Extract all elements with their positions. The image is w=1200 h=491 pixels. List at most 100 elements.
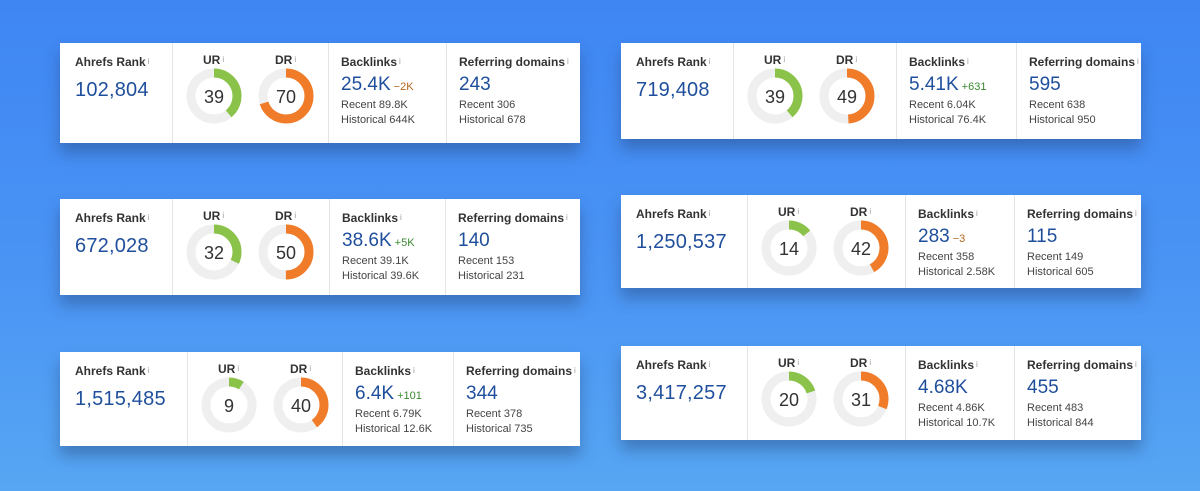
- info-icon[interactable]: i: [147, 57, 150, 66]
- backlinks-delta: −2K: [393, 81, 414, 93]
- referring-domains-section: Referring domains i 455 Recent 483 Histor…: [1015, 346, 1141, 440]
- backlinks-section: Backlinks i 25.4K −2K Recent 89.8K Histori…: [329, 43, 447, 143]
- info-icon[interactable]: i: [976, 209, 978, 218]
- referring-domains-value[interactable]: 140: [458, 230, 490, 251]
- info-icon[interactable]: i: [976, 360, 978, 369]
- backlinks-value[interactable]: 4.68K: [918, 377, 968, 398]
- info-icon[interactable]: i: [566, 213, 568, 222]
- ur-gauge: UR i 32: [185, 209, 243, 281]
- backlinks-value[interactable]: 38.6K: [342, 230, 392, 251]
- dr-label: DR i: [275, 209, 297, 223]
- info-icon[interactable]: i: [869, 207, 872, 216]
- ahrefs-rank-section: Ahrefs Rank i 102,804: [60, 43, 173, 143]
- info-icon[interactable]: i: [147, 366, 150, 375]
- dr-gauge: DR i 40: [272, 362, 330, 434]
- info-icon[interactable]: i: [1135, 360, 1137, 369]
- backlinks-value[interactable]: 5.41K: [909, 74, 959, 95]
- info-icon[interactable]: i: [855, 55, 858, 64]
- info-icon[interactable]: i: [147, 213, 150, 222]
- backlinks-historical: Historical 39.6K: [342, 270, 420, 282]
- backlinks-historical: Historical 12.6K: [355, 423, 433, 435]
- info-icon[interactable]: i: [237, 364, 240, 373]
- backlinks-delta: +101: [397, 390, 422, 402]
- backlinks-recent: Recent 358: [918, 251, 975, 263]
- referring-domains-value[interactable]: 595: [1029, 74, 1061, 95]
- info-icon[interactable]: i: [797, 358, 800, 367]
- rating-gauges-section: UR i 20 DR i 31: [748, 346, 906, 440]
- info-icon[interactable]: i: [222, 55, 225, 64]
- backlinks-historical: Historical 644K: [341, 114, 415, 126]
- backlinks-label: Backlinks i: [909, 55, 969, 69]
- info-icon[interactable]: i: [967, 57, 969, 66]
- info-icon[interactable]: i: [294, 55, 297, 64]
- svg-text:32: 32: [204, 243, 224, 263]
- ur-label: UR i: [778, 205, 800, 219]
- referring-domains-value[interactable]: 115: [1027, 226, 1058, 247]
- info-icon[interactable]: i: [567, 57, 569, 66]
- info-icon[interactable]: i: [294, 211, 297, 220]
- referring-domains-historical: Historical 950: [1029, 114, 1096, 126]
- info-icon[interactable]: i: [708, 209, 711, 218]
- ahrefs-rank-section: Ahrefs Rank i 1,515,485: [60, 352, 188, 446]
- svg-text:70: 70: [276, 87, 296, 107]
- info-icon[interactable]: i: [869, 358, 872, 367]
- ur-gauge: UR i 20: [760, 356, 818, 428]
- referring-domains-value[interactable]: 455: [1027, 377, 1059, 398]
- referring-domains-label: Referring domains i: [466, 364, 576, 378]
- info-icon[interactable]: i: [574, 366, 576, 375]
- ahrefs-rank-value: 3,417,257: [636, 382, 727, 404]
- ahrefs-rank-label: Ahrefs Rank i: [636, 55, 711, 69]
- referring-domains-historical: Historical 735: [466, 423, 533, 435]
- dr-gauge: DR i 42: [832, 205, 890, 277]
- backlinks-label: Backlinks i: [342, 211, 402, 225]
- referring-domains-recent: Recent 638: [1029, 99, 1086, 111]
- info-icon[interactable]: i: [399, 57, 401, 66]
- referring-domains-label: Referring domains i: [1027, 207, 1137, 221]
- referring-domains-label: Referring domains i: [1027, 358, 1137, 372]
- info-icon[interactable]: i: [413, 366, 415, 375]
- backlinks-delta: −3: [952, 233, 966, 245]
- dr-donut: 31: [832, 370, 890, 428]
- referring-domains-historical: Historical 231: [458, 270, 525, 282]
- referring-domains-value[interactable]: 243: [459, 74, 491, 95]
- backlinks-value[interactable]: 283: [918, 226, 950, 247]
- backlinks-value[interactable]: 25.4K: [341, 74, 391, 95]
- info-icon[interactable]: i: [797, 207, 800, 216]
- backlinks-value[interactable]: 6.4K: [355, 383, 395, 404]
- referring-domains-label: Referring domains i: [458, 211, 568, 225]
- dr-label: DR i: [275, 53, 297, 67]
- backlinks-section: Backlinks i 283 −3 Recent 358 Historical 2…: [906, 195, 1015, 288]
- referring-domains-recent: Recent 378: [466, 408, 523, 420]
- ahrefs-rank-label: Ahrefs Rank i: [75, 211, 150, 225]
- ur-label: UR i: [203, 53, 225, 67]
- rating-gauges-section: UR i 32 DR i 50: [173, 199, 330, 295]
- backlinks-section: Backlinks i 5.41K +631 Recent 6.04K Histor…: [897, 43, 1017, 139]
- dr-gauge: DR i 31: [832, 356, 890, 428]
- ur-donut: 32: [185, 223, 243, 281]
- metrics-card: Ahrefs Rank i 3,417,257 UR i 20 DR i 31 Bac…: [621, 346, 1141, 440]
- referring-domains-recent: Recent 306: [459, 99, 516, 111]
- referring-domains-historical: Historical 844: [1027, 417, 1094, 429]
- info-icon[interactable]: i: [309, 364, 312, 373]
- info-icon[interactable]: i: [708, 360, 711, 369]
- dr-label: DR i: [836, 53, 858, 67]
- info-icon[interactable]: i: [783, 55, 786, 64]
- dr-gauge: DR i 50: [257, 209, 315, 281]
- ahrefs-rank-section: Ahrefs Rank i 672,028: [60, 199, 173, 295]
- backlinks-label: Backlinks i: [918, 207, 978, 221]
- dr-donut: 49: [818, 67, 876, 125]
- info-icon[interactable]: i: [1135, 209, 1137, 218]
- referring-domains-value[interactable]: 344: [466, 383, 498, 404]
- info-icon[interactable]: i: [222, 211, 225, 220]
- dr-gauge: DR i 49: [818, 53, 876, 125]
- referring-domains-label: Referring domains i: [459, 55, 569, 69]
- info-icon[interactable]: i: [400, 213, 402, 222]
- referring-domains-section: Referring domains i 344 Recent 378 Histor…: [454, 352, 580, 446]
- referring-domains-section: Referring domains i 115 Recent 149 Histor…: [1015, 195, 1141, 288]
- backlinks-historical: Historical 2.58K: [918, 266, 996, 278]
- info-icon[interactable]: i: [708, 57, 711, 66]
- ur-donut: 9: [200, 376, 258, 434]
- ahrefs-rank-label: Ahrefs Rank i: [636, 358, 711, 372]
- info-icon[interactable]: i: [1137, 57, 1139, 66]
- ur-label: UR i: [203, 209, 225, 223]
